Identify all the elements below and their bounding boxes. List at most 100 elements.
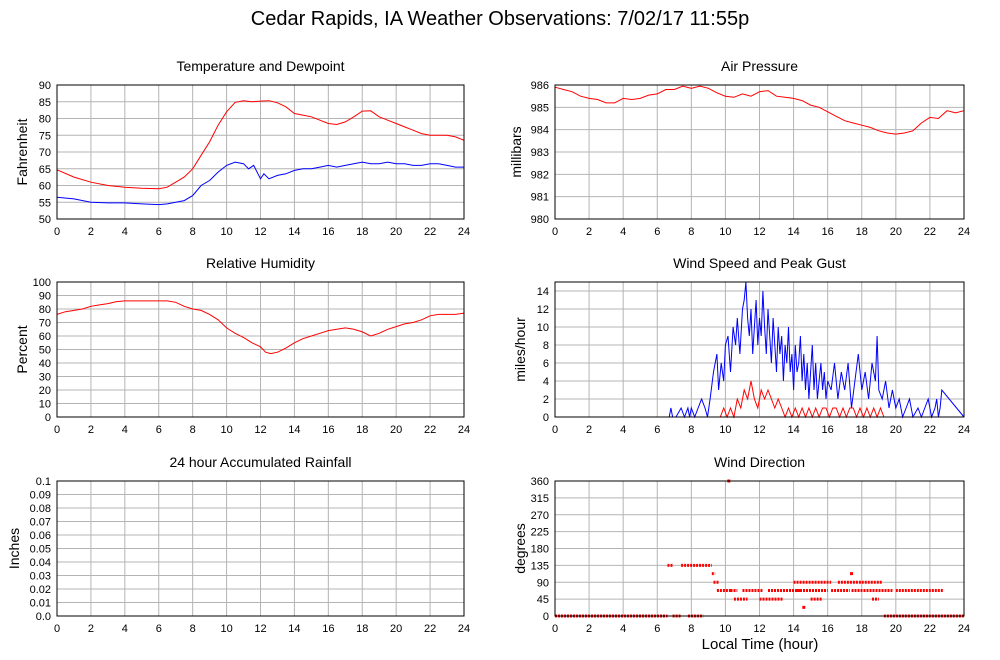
x-tick-label: 24 xyxy=(458,424,470,436)
y-tick-label: 80 xyxy=(39,304,51,316)
wdir-title: Wind Direction xyxy=(714,454,805,470)
y-tick-label: 985 xyxy=(531,102,549,114)
temp-series-line xyxy=(56,161,464,206)
y-tick-label: 65 xyxy=(39,164,51,176)
y-tick-label: 50 xyxy=(39,345,51,357)
x-tick-label: 0 xyxy=(54,623,60,635)
x-tick-label: 20 xyxy=(890,623,902,635)
x-tick-label: 0 xyxy=(552,424,558,436)
x-tick-label: 8 xyxy=(688,226,694,238)
y-tick-label: 70 xyxy=(39,147,51,159)
x-tick-label: 18 xyxy=(856,623,868,635)
rain-ylabel: Inches xyxy=(6,528,22,569)
y-tick-label: 55 xyxy=(39,197,51,209)
y-tick-label: 225 xyxy=(531,527,549,539)
wind-series-line xyxy=(555,281,965,419)
y-tick-label: 0 xyxy=(45,412,51,424)
y-tick-label: 12 xyxy=(537,304,549,316)
rh-ylabel: Percent xyxy=(14,325,30,373)
x-tick-label: 10 xyxy=(220,424,232,436)
x-tick-label: 12 xyxy=(254,623,266,635)
x-tick-label: 0 xyxy=(54,226,60,238)
y-tick-label: 14 xyxy=(537,286,549,298)
wind-series-1 xyxy=(555,380,964,419)
y-tick-label: 986 xyxy=(531,80,549,92)
x-tick-label: 20 xyxy=(890,226,902,238)
x-tick-label: 18 xyxy=(356,623,368,635)
y-tick-label: 75 xyxy=(39,130,51,142)
y-tick-label: 980 xyxy=(531,214,549,226)
x-tick-label: 16 xyxy=(322,623,334,635)
y-tick-label: 0.05 xyxy=(30,544,51,556)
y-tick-label: 0.07 xyxy=(30,517,51,529)
temp-series-0 xyxy=(56,100,465,190)
y-tick-label: 981 xyxy=(531,192,549,204)
y-tick-label: 0.04 xyxy=(30,557,51,569)
y-tick-label: 10 xyxy=(39,399,51,411)
x-tick-label: 14 xyxy=(787,424,799,436)
x-tick-label: 22 xyxy=(924,424,936,436)
y-tick-label: 90 xyxy=(39,291,51,303)
x-tick-label: 24 xyxy=(958,623,970,635)
x-tick-label: 16 xyxy=(822,623,834,635)
y-tick-label: 135 xyxy=(531,560,549,572)
x-tick-label: 16 xyxy=(322,226,334,238)
x-tick-label: 10 xyxy=(719,623,731,635)
x-tick-label: 10 xyxy=(719,226,731,238)
rain-plot-frame xyxy=(56,480,465,617)
x-tick-label: 6 xyxy=(156,226,162,238)
y-tick-label: 20 xyxy=(39,385,51,397)
x-tick-label: 22 xyxy=(924,226,936,238)
wdir-plot-frame xyxy=(554,480,965,617)
y-tick-label: 0 xyxy=(543,412,549,424)
y-tick-label: 60 xyxy=(39,181,51,193)
x-tick-label: 14 xyxy=(288,226,300,238)
pressure-ylabel: millibars xyxy=(508,126,524,177)
x-tick-label: 24 xyxy=(958,226,970,238)
y-tick-label: 4 xyxy=(543,376,549,388)
x-tick-label: 4 xyxy=(122,226,128,238)
x-tick-label: 12 xyxy=(753,623,765,635)
y-tick-label: 90 xyxy=(39,80,51,92)
x-tick-label: 18 xyxy=(356,226,368,238)
y-tick-label: 10 xyxy=(537,322,549,334)
x-tick-label: 14 xyxy=(787,226,799,238)
x-tick-label: 2 xyxy=(586,623,592,635)
rh-series-0 xyxy=(56,300,465,355)
rh-series-line xyxy=(56,300,465,355)
y-tick-label: 40 xyxy=(39,358,51,370)
x-tick-label: 2 xyxy=(88,226,94,238)
x-tick-label: 20 xyxy=(890,424,902,436)
wind-series-0 xyxy=(555,281,965,419)
x-tick-label: 12 xyxy=(753,226,765,238)
x-tick-label: 18 xyxy=(356,424,368,436)
x-tick-label: 10 xyxy=(719,424,731,436)
x-tick-label: 4 xyxy=(122,424,128,436)
x-tick-label: 22 xyxy=(424,226,436,238)
x-tick-label: 4 xyxy=(122,623,128,635)
wind-series-line xyxy=(555,380,964,419)
y-tick-label: 50 xyxy=(39,214,51,226)
x-tick-label: 20 xyxy=(390,623,402,635)
x-tick-label: 24 xyxy=(458,623,470,635)
temp-plot-frame xyxy=(56,84,465,220)
pressure-plot-frame xyxy=(554,84,965,220)
x-tick-label: 12 xyxy=(254,226,266,238)
x-tick-label: 22 xyxy=(424,424,436,436)
y-tick-label: 90 xyxy=(537,577,549,589)
x-tick-label: 10 xyxy=(220,623,232,635)
y-tick-label: 0.01 xyxy=(30,598,51,610)
x-tick-label: 22 xyxy=(424,623,436,635)
x-tick-label: 8 xyxy=(190,226,196,238)
x-tick-label: 20 xyxy=(390,424,402,436)
y-tick-label: 60 xyxy=(39,331,51,343)
x-tick-label: 0 xyxy=(54,424,60,436)
temp-series-line xyxy=(56,100,465,190)
